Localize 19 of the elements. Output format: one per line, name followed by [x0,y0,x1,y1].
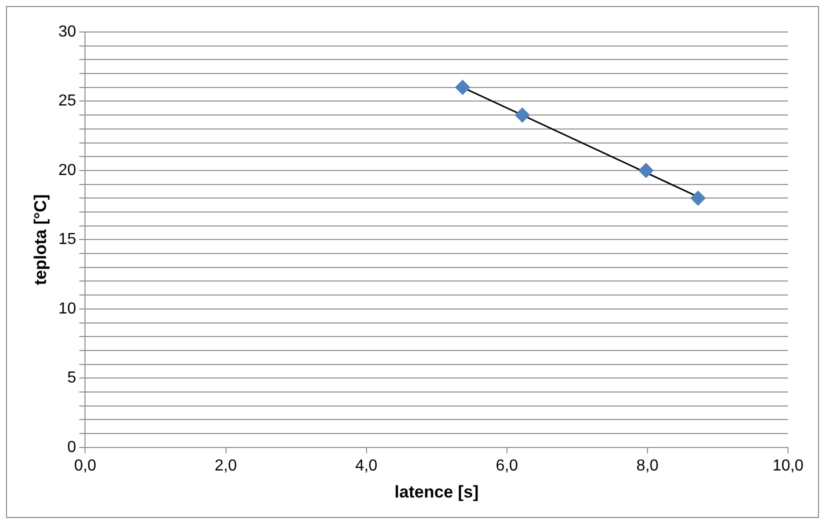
y-tick-label: 20 [58,162,76,179]
y-tick-label: 10 [58,300,76,318]
x-axis-title: latence [s] [394,482,479,502]
y-tick-label: 25 [58,92,76,110]
x-tick-label: 0,0 [74,457,96,474]
y-tick-label: 30 [58,23,76,40]
y-tick-label: 15 [58,231,76,248]
y-axis-title: teplota [°C] [30,194,50,286]
point [690,190,706,206]
x-tick-label: 10,0 [772,457,804,474]
point [455,80,470,95]
x-tick-label: 6,0 [496,457,518,474]
y-tick-label: 0 [67,438,76,456]
point [638,162,654,178]
point [514,108,530,123]
y-tick-label: 5 [67,370,76,387]
x-tick-label: 8,0 [636,457,659,474]
x-tick-label: 4,0 [355,457,378,474]
x-tick-label: 2,0 [214,457,237,474]
